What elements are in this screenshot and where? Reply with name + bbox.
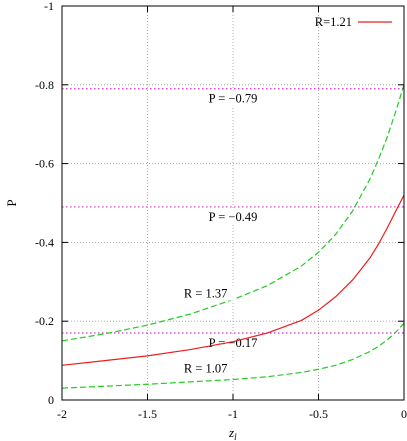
annotation-bg <box>177 285 234 301</box>
series-line-0 <box>61 194 405 366</box>
annotation-bg <box>177 360 234 376</box>
curve-annotation: R = 1.07 <box>184 361 228 375</box>
y-tick-label: 0 <box>48 393 54 407</box>
x-tick-label: -1.5 <box>138 407 157 421</box>
reference-label-bg <box>201 90 265 106</box>
reference-label-bg <box>201 335 265 351</box>
y-tick-label: -1 <box>44 0 54 13</box>
grid <box>62 6 404 400</box>
x-tick-label: -1 <box>228 407 238 421</box>
legend: R=1.21 <box>315 15 392 29</box>
annotations: R = 1.37 R = 1.07 <box>177 285 234 376</box>
y-tick-label: -0.2 <box>35 314 54 328</box>
reference-line-label: P = −0.49 <box>209 210 258 224</box>
y-tick-label: -0.8 <box>35 78 54 92</box>
reference-lines: P = −0.79 P = −0.49 P = −0.17 <box>62 88 404 351</box>
series-lines <box>61 84 405 389</box>
series-line-2 <box>61 322 405 389</box>
series-line-1 <box>61 84 405 342</box>
x-tick-label: -2 <box>57 407 67 421</box>
y-tick-label: -0.4 <box>35 235 54 249</box>
legend-label: R=1.21 <box>315 15 352 29</box>
x-axis-label-main: z <box>228 425 234 440</box>
axis-ticks: -2 -1.5 -1 -0.5 0 0 -0.2 -0.4 -0.6 -0.8 -1 <box>35 0 407 421</box>
y-tick-label: -0.6 <box>35 157 54 171</box>
reference-line-label: P = −0.17 <box>209 336 258 350</box>
x-axis-label: zl <box>228 425 237 441</box>
reference-label-bg <box>201 208 265 224</box>
reference-line-label: P = −0.79 <box>209 92 258 106</box>
x-tick-label: -0.5 <box>309 407 328 421</box>
curve-annotation: R = 1.37 <box>184 287 228 301</box>
x-axis-label-subscript: l <box>234 432 237 441</box>
x-tick-label: 0 <box>401 407 407 421</box>
y-axis-label: P <box>4 199 19 206</box>
